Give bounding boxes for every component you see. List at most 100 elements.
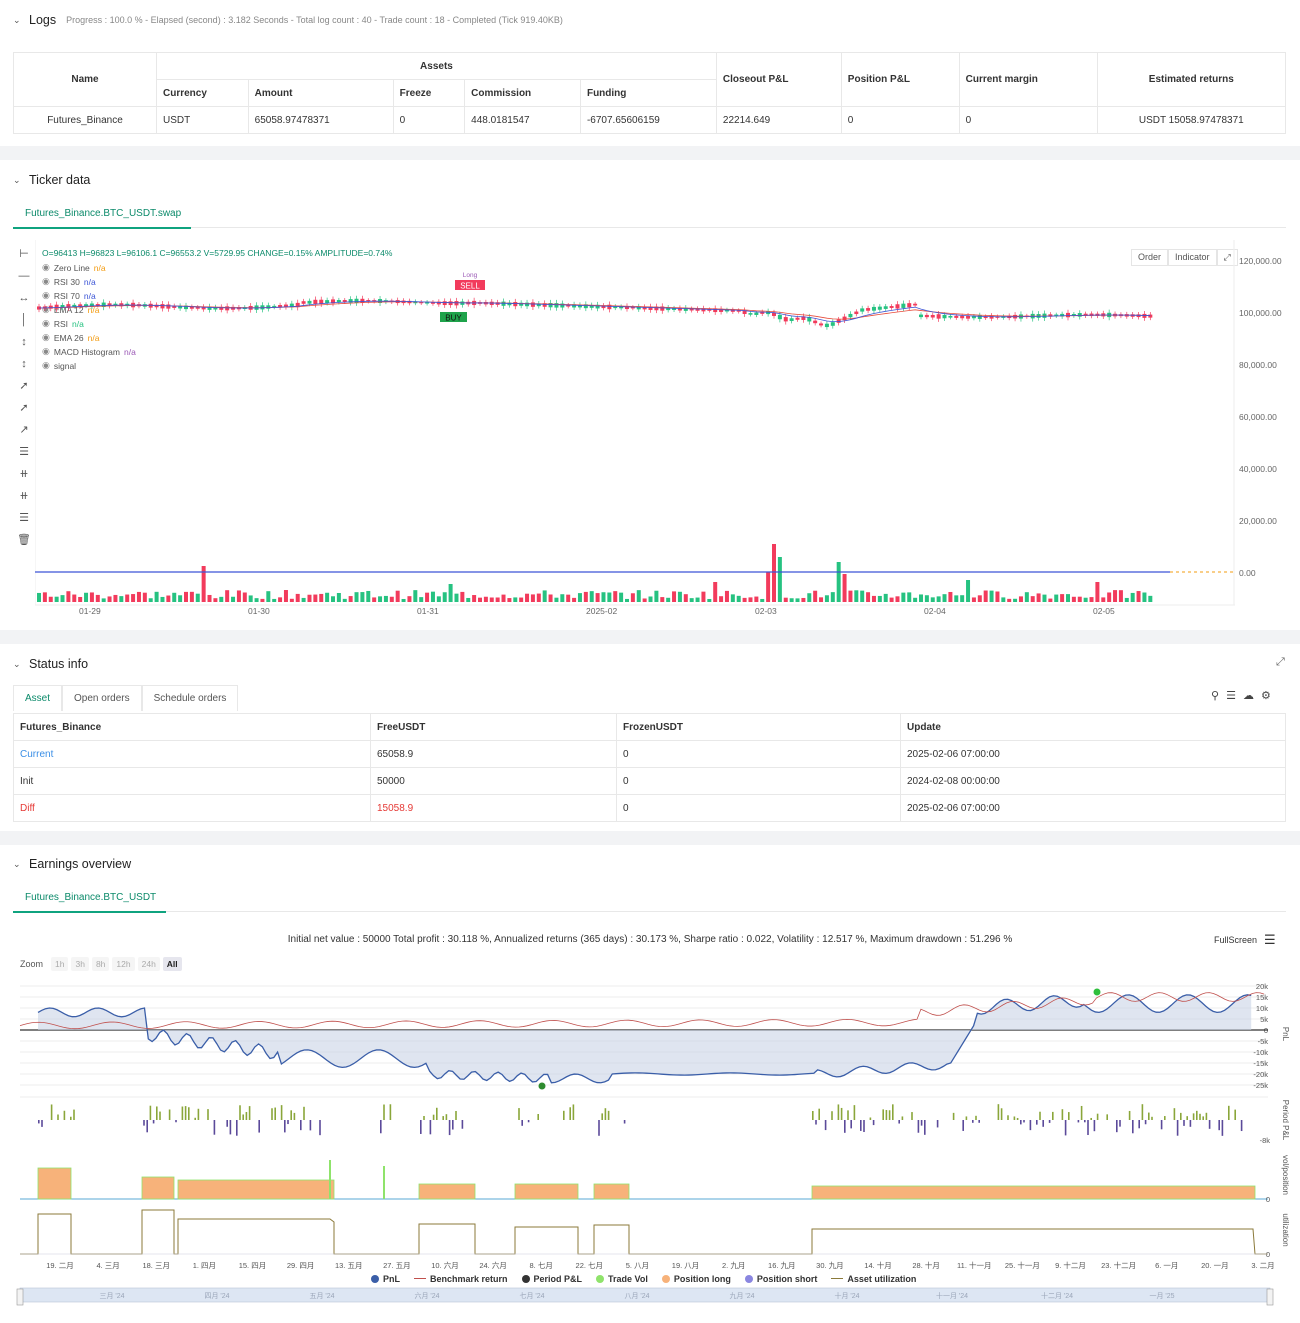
eye-icon[interactable]: ◉ <box>42 290 50 300</box>
period-bar <box>962 1120 964 1131</box>
volume-bar <box>966 580 971 602</box>
volume-bar <box>430 591 435 602</box>
period-bar <box>1093 1120 1096 1132</box>
tab-earnings-symbol[interactable]: Futures_Binance.BTC_USDT <box>13 886 167 913</box>
tab-ticker-symbol[interactable]: Futures_Binance.BTC_USDT.swap <box>13 202 192 229</box>
legend-item[interactable]: Trade Vol <box>596 1274 648 1284</box>
vertical-line-icon[interactable]: │ <box>20 314 28 326</box>
collapse-icon[interactable]: ⤢ <box>1276 656 1285 668</box>
legend-item[interactable]: ◉ signal <box>42 360 80 371</box>
eye-icon[interactable]: ◉ <box>42 304 50 314</box>
zoom-1h-button[interactable]: 1h <box>51 957 69 971</box>
zoom-3h-button[interactable]: 3h <box>71 957 89 971</box>
zoom-8h-button[interactable]: 8h <box>91 957 110 971</box>
gear-icon[interactable]: ⚙ <box>1260 690 1271 702</box>
parallel-channel-icon[interactable]: ⧺ <box>19 468 29 480</box>
x-tick: 16. 九月 <box>768 1261 796 1270</box>
eye-icon[interactable]: ◉ <box>42 332 50 342</box>
candle <box>613 306 618 309</box>
legend-item[interactable]: ◉ RSI n/a <box>42 318 84 329</box>
trash-icon[interactable]: 🗑 <box>17 534 31 546</box>
price-line-icon[interactable]: ☰ <box>19 446 29 458</box>
volume-bar <box>989 590 994 602</box>
chevron-down-icon[interactable]: ⌄ <box>13 658 21 669</box>
period-bar <box>1016 1117 1019 1120</box>
logs-header[interactable]: ⌄ Logs Progress : 100.0 % - Elapsed (sec… <box>13 13 563 27</box>
legend-item[interactable]: ◉ MACD Histogram n/a <box>42 346 136 357</box>
benchmark-line <box>19 992 1265 1030</box>
vertical-ray-icon[interactable]: ↕ <box>21 336 27 348</box>
zoom-all-button[interactable]: All <box>162 957 182 971</box>
order-button[interactable]: Order <box>1131 249 1169 266</box>
expand-icon[interactable]: ⤢ <box>1216 249 1238 266</box>
cell-freeze: 0 <box>392 106 466 134</box>
horizontal-line-icon[interactable]: — <box>18 270 30 282</box>
legend-item[interactable]: ◉ EMA 26 n/a <box>42 332 99 343</box>
chevron-down-icon[interactable]: ⌄ <box>13 858 21 869</box>
tab-asset[interactable]: Asset <box>13 685 63 711</box>
period-bar <box>1196 1110 1198 1120</box>
zoom-12h-button[interactable]: 12h <box>112 957 135 971</box>
earnings-chart[interactable]: 20k 15k 10k 5k 0 -5k -10k -15k -20k -25k PnL -8k Per… <box>0 975 1300 1320</box>
table-row: Futures_Binance USDT 65058.97478371 0 44… <box>13 106 1287 134</box>
zoom-24h-button[interactable]: 24h <box>137 957 160 971</box>
volume-bar <box>184 591 188 602</box>
indicator-button[interactable]: Indicator <box>1168 249 1217 266</box>
fullscreen-button[interactable]: FullScreen <box>1214 935 1258 945</box>
horizontal-ray-icon[interactable]: ↔ <box>18 292 30 304</box>
cloud-download-icon[interactable]: ☁ <box>1242 690 1254 702</box>
fibonacci-icon[interactable]: ⧺ <box>19 490 29 502</box>
arrow-line-icon[interactable]: ↗ <box>19 424 29 436</box>
list-icon[interactable]: ☰ <box>1226 690 1236 702</box>
legend-item[interactable]: Position long <box>661 1274 731 1284</box>
eye-icon[interactable]: ◉ <box>42 318 50 328</box>
earnings-header[interactable]: ⌄ Earnings overview <box>13 857 131 871</box>
volume-bar <box>1054 594 1059 602</box>
trend-line-icon[interactable]: ➚ <box>19 380 29 392</box>
tab-open-orders[interactable]: Open orders <box>62 685 142 711</box>
eye-icon[interactable]: ◉ <box>42 276 50 286</box>
menu-icon[interactable]: ☰ <box>1264 932 1276 947</box>
eye-icon[interactable]: ◉ <box>42 262 50 272</box>
candlestick-chart[interactable]: Long SELL BUY <box>35 240 1235 610</box>
vertical-segment-icon[interactable]: ↕ <box>21 358 27 370</box>
volume-bar <box>1089 597 1094 602</box>
legend-item[interactable]: Benchmark return <box>414 1274 508 1284</box>
candle <box>172 305 177 308</box>
chevron-down-icon[interactable]: ⌄ <box>13 174 21 185</box>
ticker-header[interactable]: ⌄ Ticker data <box>13 173 90 187</box>
fib-levels-icon[interactable]: ☰ <box>19 512 29 524</box>
candle <box>184 305 188 310</box>
eye-icon[interactable]: ◉ <box>42 360 50 370</box>
candle <box>701 308 706 312</box>
tab-schedule-orders[interactable]: Schedule orders <box>141 685 239 711</box>
navigator-tick: 六月 '24 <box>414 1291 439 1300</box>
volume-bar <box>642 598 647 602</box>
crosshair-icon[interactable]: ⊢ <box>19 248 29 260</box>
candle <box>331 299 335 304</box>
candle <box>742 310 747 315</box>
candle <box>648 306 653 310</box>
candle <box>354 298 359 303</box>
legend-item[interactable]: PnL <box>371 1274 400 1284</box>
legend-item[interactable]: ◉ Zero Line n/a <box>42 262 106 273</box>
candle <box>666 307 671 311</box>
volume-bar <box>142 592 147 602</box>
legend-item[interactable]: Asset utilization <box>831 1274 916 1284</box>
legend-item[interactable]: ◉ RSI 30 n/a <box>42 276 96 287</box>
period-bar <box>229 1120 232 1135</box>
chevron-down-icon[interactable]: ⌄ <box>13 14 21 25</box>
candle <box>677 307 682 311</box>
cell-closeout: 22214.649 <box>715 106 842 134</box>
legend-item[interactable]: ◉ RSI 70 n/a <box>42 290 96 301</box>
volume-bar <box>924 595 929 602</box>
legend-item[interactable]: Period P&L <box>521 1274 582 1284</box>
period-bar <box>1020 1120 1022 1125</box>
ray-line-icon[interactable]: ➚ <box>19 402 29 414</box>
status-tabs: Asset Open orders Schedule orders <box>13 685 239 711</box>
period-bar <box>303 1106 305 1120</box>
search-icon[interactable]: ⚲ <box>1211 690 1220 702</box>
status-header[interactable]: ⌄ Status info <box>13 657 88 671</box>
eye-icon[interactable]: ◉ <box>42 346 50 356</box>
legend-item[interactable]: Position short <box>744 1274 817 1284</box>
